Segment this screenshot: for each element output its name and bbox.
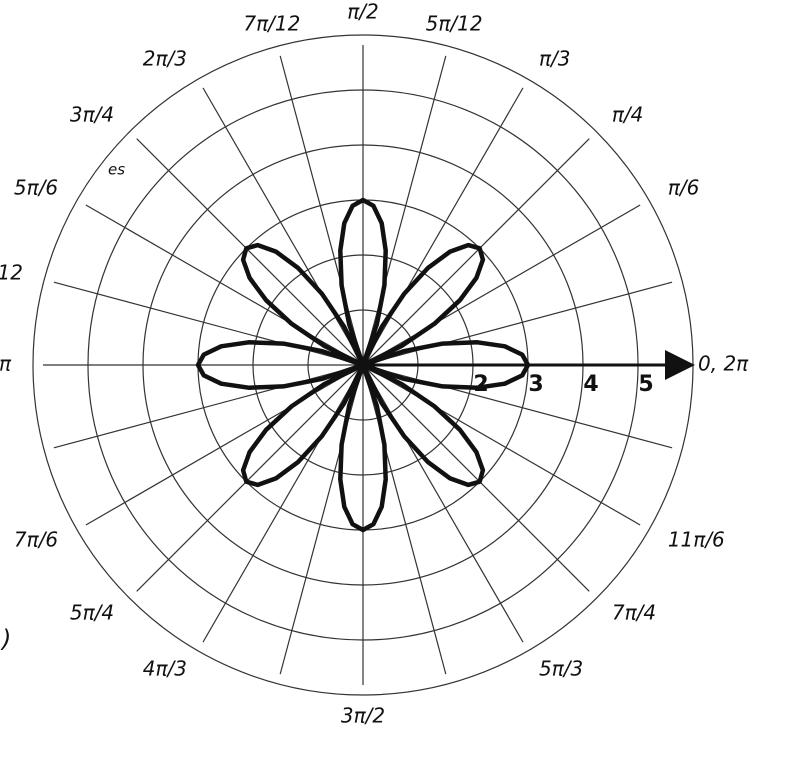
angle-label: 11π/12 xyxy=(0,260,23,284)
radius-label: 4 xyxy=(583,372,598,397)
angle-label: 4π/3 xyxy=(143,656,187,680)
rose-curve xyxy=(195,197,531,533)
grid-spoke xyxy=(362,364,590,592)
angle-label: 5π/4 xyxy=(70,600,114,624)
angle-label: 7π/4 xyxy=(612,600,656,624)
angle-label: 7π/6 xyxy=(14,528,58,552)
angle-label: 2π/3 xyxy=(143,47,187,71)
angle-label: 5π/6 xyxy=(14,176,58,200)
angle-label: π/6 xyxy=(668,176,700,200)
grid-spoke xyxy=(136,138,364,366)
grid-spoke xyxy=(362,87,524,366)
angle-label: π/3 xyxy=(539,47,571,71)
fragment-text: ) xyxy=(0,625,11,653)
radius-label: 3 xyxy=(528,372,543,397)
radius-label: 2 xyxy=(473,372,488,397)
fragment-text: es xyxy=(108,161,125,179)
angle-label: 5π/12 xyxy=(426,11,483,35)
angle-label: 3π/4 xyxy=(70,103,114,127)
grid-spoke xyxy=(136,364,364,592)
angle-label: π/2 xyxy=(347,0,379,24)
radius-label: 5 xyxy=(638,372,653,397)
angle-label: 0, 2π xyxy=(698,352,749,376)
angle-label: 11π/6 xyxy=(668,528,725,552)
grid-spoke xyxy=(362,138,590,366)
angle-label: π/4 xyxy=(612,103,644,127)
angle-label: 3π/2 xyxy=(341,704,385,728)
grid-spoke xyxy=(362,364,524,643)
grid-spoke xyxy=(85,364,364,526)
grid-spoke xyxy=(85,204,364,366)
grid-spoke xyxy=(202,364,364,643)
grid-spoke xyxy=(202,87,364,366)
angle-label: π xyxy=(0,352,12,376)
angle-label: 7π/12 xyxy=(243,11,300,35)
angle-label: 5π/3 xyxy=(539,656,583,680)
grid-spoke xyxy=(362,204,641,366)
